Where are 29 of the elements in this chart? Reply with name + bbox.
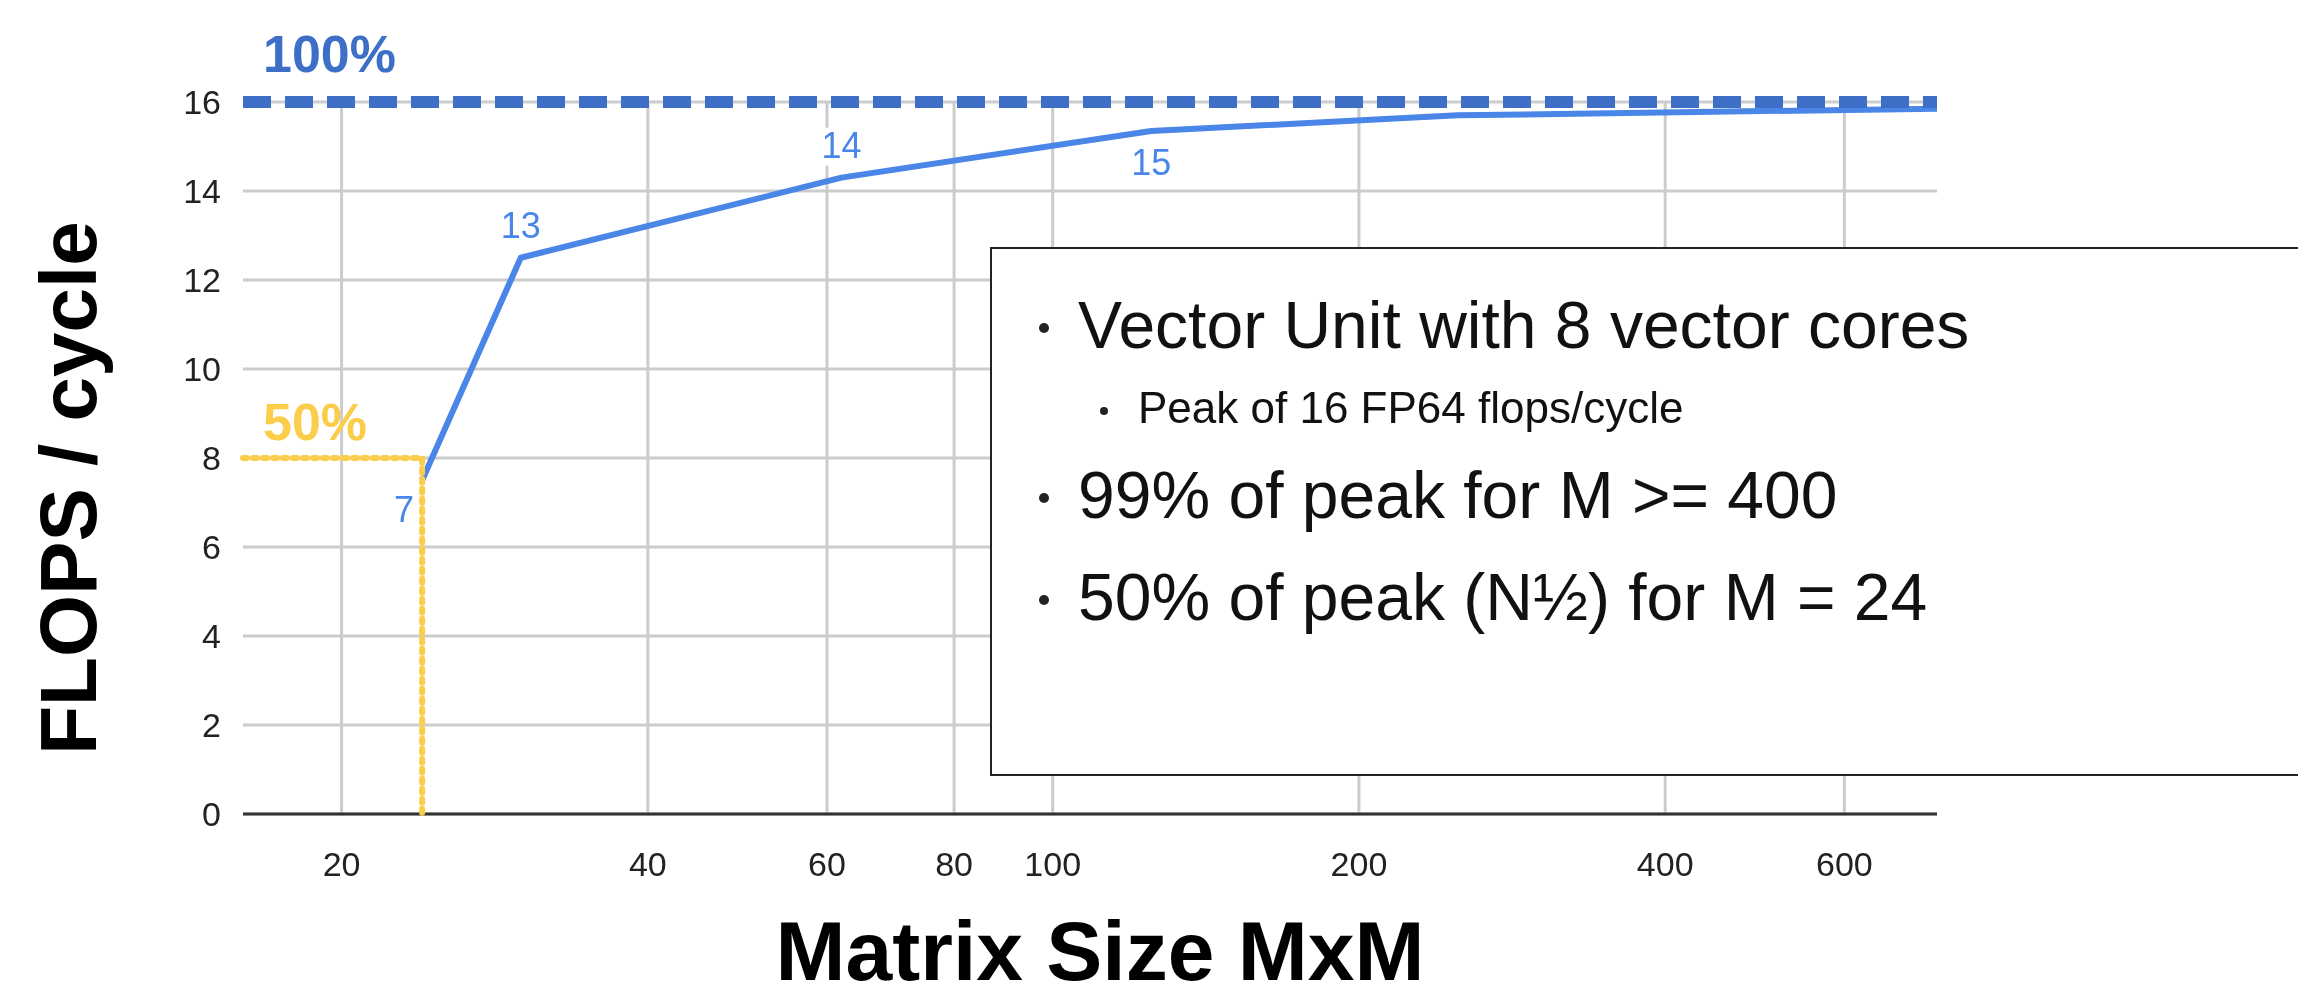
y-tick-label: 0 [202, 794, 221, 833]
y-tick-label: 4 [202, 616, 221, 655]
data-label: 14 [821, 124, 862, 166]
x-tick-label: 40 [628, 845, 667, 883]
y-tick-label: 2 [202, 705, 221, 744]
x-axis-title: Matrix Size MxM [775, 904, 1425, 998]
data-label: 13 [500, 204, 541, 246]
x-tick-label: 100 [1024, 845, 1082, 883]
annotation: 100% [263, 25, 396, 83]
y-tick-label: 8 [202, 438, 221, 477]
x-tick-label: 60 [808, 845, 846, 883]
y-tick-label: 12 [183, 260, 221, 299]
x-tick-label: 80 [935, 845, 974, 883]
annotation: 99% of peak for M >= 400 [1078, 458, 1838, 532]
annotation: Vector Unit with 8 vector cores [1078, 288, 1970, 362]
y-tick-label: 10 [183, 349, 221, 388]
data-label: 7 [394, 489, 415, 531]
y-tick-label: 14 [183, 171, 221, 210]
x-tick-label: 400 [1636, 845, 1694, 883]
annotation: 50% [263, 393, 368, 451]
y-tick-label: 6 [202, 527, 221, 566]
y-tick-label: 16 [183, 82, 221, 121]
x-tick-label: 20 [322, 845, 361, 883]
annotation: 50% of peak (N½) for M = 24 [1078, 560, 1928, 634]
y-axis-title: FLOPS / cycle [24, 221, 113, 755]
data-label: 15 [1131, 141, 1172, 183]
x-tick-label: 200 [1330, 845, 1388, 883]
annotation: Peak of 16 FP64 flops/cycle [1138, 383, 1684, 432]
x-tick-label: 600 [1815, 845, 1873, 883]
